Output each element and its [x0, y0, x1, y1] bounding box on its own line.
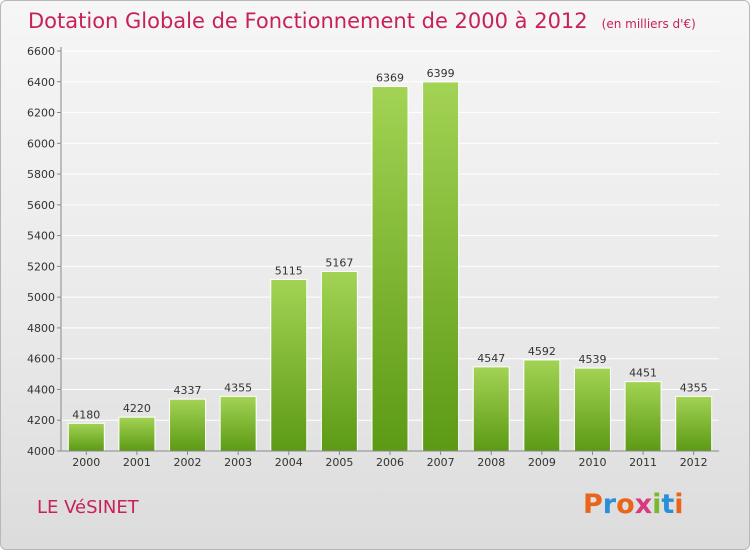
data-label-2009: 4592 [528, 345, 556, 358]
y-tick-label: 5200 [27, 260, 55, 273]
bar-2010 [573, 367, 611, 452]
logo-letter: i [652, 489, 662, 520]
title-text: Dotation Globale de Fonctionnement de 20… [28, 9, 588, 33]
proxiti-logo: Proxiti [583, 489, 684, 520]
x-tick-label-2011: 2011 [629, 456, 657, 469]
bar-2001 [118, 416, 156, 452]
y-tick-label: 5600 [27, 199, 55, 212]
y-tick-label: 4000 [27, 445, 55, 458]
data-label-2008: 4547 [477, 352, 505, 365]
logo-letter: x [634, 489, 653, 520]
x-tick-label-2009: 2009 [528, 456, 556, 469]
data-label-2002: 4337 [174, 384, 202, 397]
data-label-2003: 4355 [224, 381, 252, 394]
x-tick-label-2006: 2006 [376, 456, 404, 469]
bar-2003 [219, 395, 257, 452]
x-tick-label-2007: 2007 [427, 456, 455, 469]
y-tick-label: 4400 [27, 383, 55, 396]
unit-label: (en milliers d'€) [601, 17, 696, 31]
x-tick-label-2008: 2008 [477, 456, 505, 469]
y-axis: 4000 4200 4400 4600 4800 5000 5200 5400 5600 5800… [27, 45, 62, 458]
x-tick-label-2000: 2000 [72, 456, 100, 469]
data-label-2006: 6369 [376, 72, 404, 85]
data-label-2000: 4180 [72, 408, 100, 421]
y-tick-label: 4600 [27, 353, 55, 366]
x-tick-label-2003: 2003 [224, 456, 252, 469]
logo-letter: o [616, 489, 635, 520]
bar-2008 [472, 366, 510, 452]
data-label-2005: 5167 [325, 256, 353, 269]
bar-2007 [422, 81, 460, 452]
logo-letter: r [602, 489, 617, 520]
data-label-2010: 4539 [578, 353, 606, 366]
bar-2002 [169, 398, 207, 452]
data-label-2001: 4220 [123, 402, 151, 415]
data-label-2004: 5115 [275, 264, 303, 277]
bar-2005 [320, 270, 358, 452]
x-axis: 2000 2001 2002 2003 2004 2005 2006 2007 2008 2009… [61, 450, 719, 469]
x-tick-label-2010: 2010 [578, 456, 606, 469]
logo-letter: i [674, 489, 684, 520]
y-tick-label: 4800 [27, 322, 55, 335]
bar-2011 [624, 381, 662, 452]
x-tick-label-2012: 2012 [680, 456, 708, 469]
x-tick-label-2005: 2005 [325, 456, 353, 469]
logo-letter: P [583, 489, 603, 520]
y-tick-label: 4200 [27, 414, 55, 427]
bars: 4180 4220 4337 4355 5115 5167 6369 6399 4547 4592… [67, 67, 713, 452]
y-tick-label: 6200 [27, 107, 55, 120]
y-tick-label: 5800 [27, 168, 55, 181]
y-tick-label: 6400 [27, 76, 55, 89]
x-tick-label-2001: 2001 [123, 456, 151, 469]
bar-2000 [67, 422, 105, 452]
x-tick-label-2002: 2002 [174, 456, 202, 469]
logo-letter: t [661, 489, 675, 520]
data-label-2012: 4355 [680, 381, 708, 394]
bar-2012 [675, 395, 713, 452]
chart-title: Dotation Globale de Fonctionnement de 20… [28, 9, 696, 33]
y-tick-label: 5400 [27, 230, 55, 243]
y-tick-label: 6000 [27, 137, 55, 150]
commune-name: LE VéSINET [37, 497, 139, 518]
data-label-2007: 6399 [427, 67, 455, 80]
bar-2006 [371, 86, 409, 452]
x-tick-label-2004: 2004 [275, 456, 303, 469]
bar-2004 [270, 278, 308, 452]
data-label-2011: 4451 [629, 367, 657, 380]
y-tick-label: 5000 [27, 291, 55, 304]
bar-2009 [523, 359, 561, 452]
y-tick-label: 6600 [27, 45, 55, 58]
